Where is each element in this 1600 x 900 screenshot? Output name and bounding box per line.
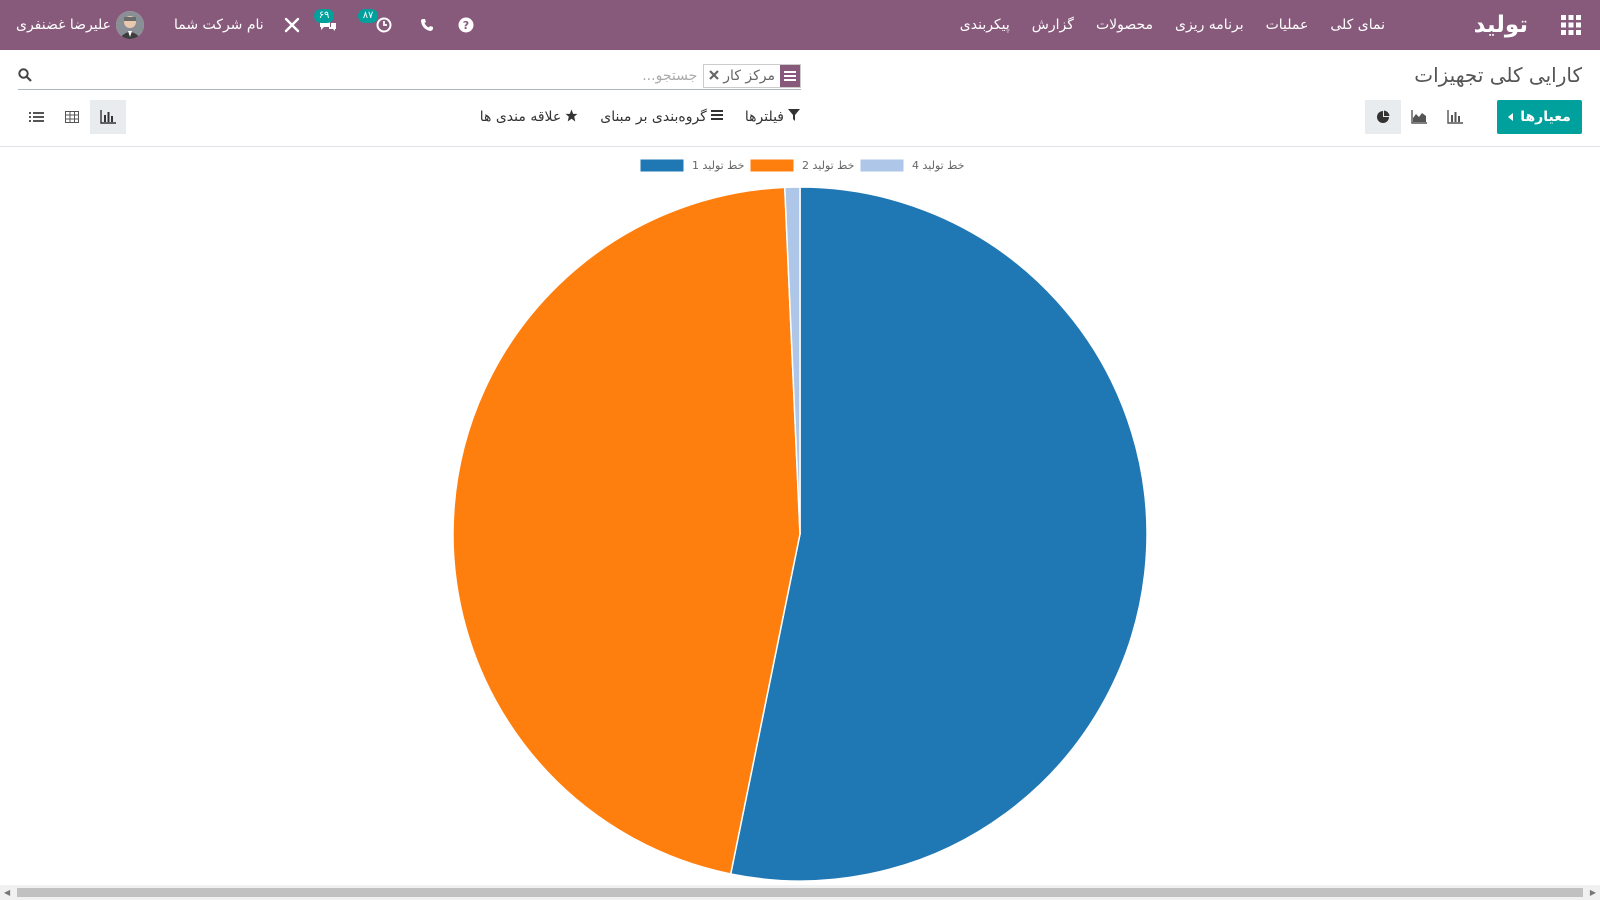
groupby-label: گروه‌بندی بر مبنای: [600, 109, 707, 125]
search-icon[interactable]: [18, 67, 32, 86]
legend-item[interactable]: خط تولید 2: [749, 158, 854, 173]
chart-type-switcher: [1365, 100, 1473, 134]
app-title[interactable]: تولید: [1473, 12, 1528, 38]
legend-item[interactable]: خط تولید 4: [859, 158, 964, 173]
pie-slice[interactable]: [452, 186, 801, 875]
measures-button[interactable]: معیارها: [1497, 100, 1582, 134]
avatar: [116, 11, 144, 39]
measures-label: معیارها: [1520, 109, 1571, 125]
scroll-thumb[interactable]: [17, 888, 1583, 897]
remove-facet-icon[interactable]: [709, 68, 720, 84]
legend-label: خط تولید 2: [802, 159, 854, 172]
facet-label: مرکز کار: [723, 68, 775, 84]
pie-chart-area: خط تولید 1 خط تولید 2 خط تولید 4: [0, 147, 1600, 885]
search-bar: مرکز کار: [18, 63, 801, 90]
groupby-dropdown[interactable]: گروه‌بندی بر مبنای: [600, 109, 723, 125]
pie-chart: خط تولید 1 خط تولید 2 خط تولید 4: [452, 158, 1148, 882]
groupby-facet-icon: [780, 65, 800, 87]
control-panel: کارایی کلی تجهیزات مرکز کار معیارها: [0, 50, 1600, 147]
list-icon: [710, 109, 723, 125]
filters-label: فیلترها: [744, 109, 784, 125]
svg-text:?: ?: [462, 19, 468, 32]
search-input[interactable]: [91, 68, 704, 84]
horizontal-scrollbar[interactable]: ◀ ▶: [0, 885, 1600, 900]
search-options: فیلترها گروه‌بندی بر مبنای علاقه مندی ها: [480, 100, 800, 134]
main-menu: نمای کلی عملیات برنامه ریزی محصولات گزار…: [960, 0, 1385, 50]
pie-chart-icon[interactable]: [1365, 100, 1401, 134]
line-chart-icon[interactable]: [1401, 100, 1437, 134]
chat-icon[interactable]: ۶۹: [313, 9, 338, 33]
legend-swatch: [639, 158, 685, 173]
filters-dropdown[interactable]: فیلترها: [745, 109, 800, 125]
view-switcher: [18, 100, 126, 134]
apps-grid-icon[interactable]: [1560, 0, 1582, 50]
pie-slice[interactable]: [783, 186, 801, 535]
tools-icon[interactable]: [284, 17, 300, 33]
breadcrumb: کارایی کلی تجهیزات: [1414, 63, 1582, 87]
graph-view-icon[interactable]: [90, 100, 126, 134]
search-facet: مرکز کار: [703, 64, 801, 88]
legend-swatch: [859, 158, 905, 173]
menu-products[interactable]: محصولات: [1095, 17, 1154, 33]
menu-operations[interactable]: عملیات: [1265, 17, 1309, 33]
user-name: علیرضا غضنفری: [16, 17, 111, 33]
favorites-dropdown[interactable]: علاقه مندی ها: [480, 109, 578, 126]
list-view-icon[interactable]: [18, 100, 54, 134]
systray: علیرضا غضنفری نام شرکت شما ۶۹ ۸۷: [16, 0, 474, 50]
scroll-right-icon[interactable]: ▶: [1589, 888, 1596, 897]
favorites-label: علاقه مندی ها: [479, 109, 562, 125]
top-navbar: تولید نمای کلی عملیات برنامه ریزی محصولا…: [0, 0, 1600, 50]
company-switcher[interactable]: نام شرکت شما: [174, 17, 264, 33]
pivot-view-icon[interactable]: [54, 100, 90, 134]
pie-slice[interactable]: [729, 186, 1148, 882]
menu-planning[interactable]: برنامه ریزی: [1175, 17, 1244, 33]
bar-chart-icon[interactable]: [1437, 100, 1473, 134]
phone-icon[interactable]: [420, 18, 434, 32]
legend-label: خط تولید 4: [912, 159, 964, 172]
menu-configuration[interactable]: پیکربندی: [959, 17, 1010, 33]
activity-count-badge: ۸۷: [357, 9, 379, 23]
clock-icon[interactable]: ۸۷: [357, 9, 392, 33]
menu-reporting[interactable]: گزارش: [1031, 17, 1074, 33]
message-count-badge: ۶۹: [313, 9, 335, 23]
star-icon: [565, 109, 578, 126]
user-menu[interactable]: علیرضا غضنفری: [16, 11, 144, 39]
help-icon[interactable]: ?: [458, 17, 474, 33]
caret-left-icon: [1508, 109, 1514, 125]
legend-swatch: [749, 158, 795, 173]
scroll-left-icon[interactable]: ◀: [4, 888, 11, 897]
filter-icon: [788, 109, 800, 125]
legend-label: خط تولید 1: [692, 159, 744, 172]
menu-overview[interactable]: نمای کلی: [1330, 17, 1385, 33]
legend-item[interactable]: خط تولید 1: [639, 158, 744, 173]
